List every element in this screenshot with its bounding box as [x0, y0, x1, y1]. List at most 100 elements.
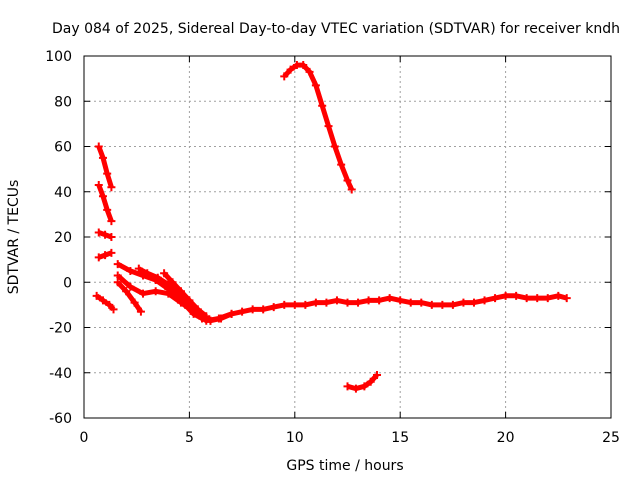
series-line: [116, 261, 233, 324]
x-tick-label: 10: [286, 430, 304, 446]
data-point: [417, 298, 426, 307]
data-point: [522, 294, 531, 303]
data-point: [176, 287, 185, 296]
data-point: [501, 291, 510, 300]
data-point: [107, 183, 116, 192]
data-point: [98, 153, 107, 162]
data-point: [153, 273, 162, 282]
series-line: [96, 184, 114, 223]
data-point: [554, 291, 563, 300]
data-point: [459, 298, 468, 307]
data-point: [311, 81, 320, 90]
data-point: [227, 309, 236, 318]
data-point: [343, 298, 352, 307]
data-point: [543, 294, 552, 303]
data-point: [98, 192, 107, 201]
data-point: [164, 289, 173, 298]
data-point: [385, 294, 394, 303]
data-point: [290, 300, 299, 309]
series-line: [116, 273, 204, 321]
data-point: [103, 205, 112, 214]
data-point: [406, 298, 415, 307]
data-point: [126, 282, 135, 291]
data-point: [113, 260, 122, 269]
y-tick-label: -40: [49, 366, 72, 382]
data-point: [101, 230, 110, 239]
series-line: [95, 293, 116, 312]
series-arc-b: [94, 180, 116, 226]
y-tick-labels: -60 -40 -20 0 20 40 60 80 100: [45, 49, 72, 427]
data-point: [305, 67, 314, 76]
y-tick-label: 100: [45, 49, 72, 65]
series-arc-main: [181, 291, 571, 325]
data-point: [103, 169, 112, 178]
data-point: [113, 271, 122, 280]
data-point: [126, 266, 135, 275]
data-point: [98, 296, 107, 305]
data-point: [343, 176, 352, 185]
data-point: [347, 185, 356, 194]
data-point: [151, 287, 160, 296]
data-point: [480, 296, 489, 305]
plot-frame: [83, 55, 612, 419]
y-tick-label: 0: [63, 275, 72, 291]
data-point: [469, 298, 478, 307]
data-point: [318, 101, 327, 110]
data-point: [330, 142, 339, 151]
data-point: [354, 298, 363, 307]
series-arc-g: [113, 278, 145, 316]
data-point: [280, 300, 289, 309]
x-tick-label: 5: [185, 430, 194, 446]
data-point: [160, 269, 169, 278]
series-arc-a: [94, 142, 116, 192]
y-tick-label: 80: [54, 94, 72, 110]
data-point: [193, 305, 202, 314]
data-point: [214, 314, 223, 323]
data-point: [122, 287, 131, 296]
data-point: [562, 294, 571, 303]
x-tick-label: 15: [391, 430, 409, 446]
data-point: [92, 291, 101, 300]
data-point: [94, 180, 103, 189]
data-point: [396, 296, 405, 305]
data-point: [299, 61, 308, 70]
grid: [84, 56, 611, 418]
data-point: [448, 300, 457, 309]
x-tick-label: 0: [80, 430, 89, 446]
data-point: [360, 382, 369, 391]
series-arc-high: [280, 61, 356, 194]
y-tick-label: 60: [54, 140, 72, 156]
series-arc-h: [113, 271, 207, 323]
series-line: [96, 145, 114, 188]
data-point: [280, 72, 289, 81]
x-tick-label: 25: [602, 430, 620, 446]
data-point: [202, 312, 211, 321]
x-tick-label: 20: [497, 430, 515, 446]
series-arc-c: [94, 228, 116, 241]
y-tick-label: 20: [54, 230, 72, 246]
data-point: [238, 307, 247, 316]
series-arc-d: [94, 248, 116, 262]
data-point: [438, 300, 447, 309]
data-point: [134, 264, 143, 273]
data-point: [343, 382, 352, 391]
data-point: [168, 278, 177, 287]
tick-marks: [83, 55, 612, 419]
data-point: [311, 298, 320, 307]
data-point: [533, 294, 542, 303]
data-point: [332, 296, 341, 305]
data-point: [206, 316, 215, 325]
data-point: [301, 300, 310, 309]
data-point: [107, 217, 116, 226]
data-point: [94, 142, 103, 151]
series-arc-low: [343, 371, 382, 393]
y-tick-label: -60: [49, 411, 72, 427]
chart-title: Day 084 of 2025, Sidereal Day-to-day VTE…: [52, 21, 620, 37]
data-point: [143, 269, 152, 278]
data-point: [109, 305, 118, 314]
data-series: [92, 61, 571, 393]
series-line: [115, 280, 143, 314]
series-line: [162, 271, 208, 319]
data-point: [259, 305, 268, 314]
data-point: [139, 289, 148, 298]
